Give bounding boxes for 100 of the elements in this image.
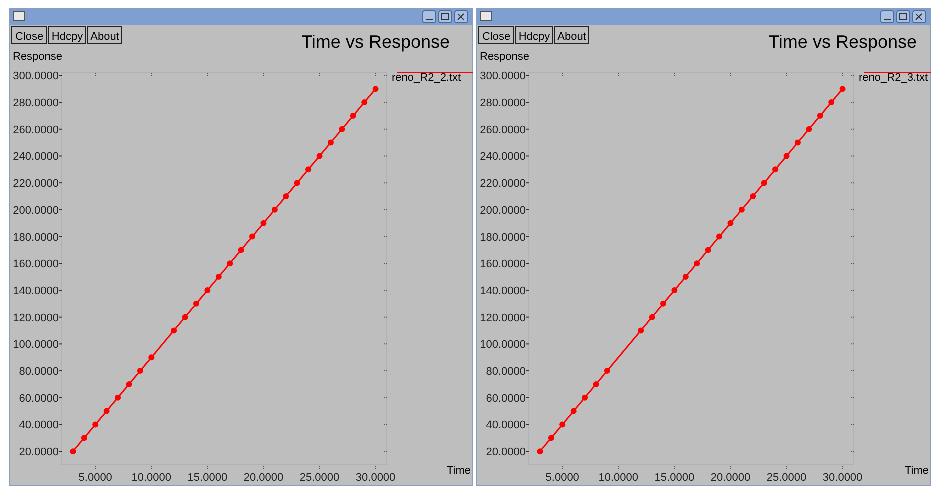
text: About: [90, 31, 120, 43]
x-tick-label: 5.0000: [546, 472, 580, 484]
point: [840, 86, 846, 92]
text: Close: [15, 31, 44, 43]
y-tick-label: 100.0000: [13, 339, 59, 352]
point: [104, 408, 110, 414]
y-tick-label: 220.0000: [13, 178, 59, 190]
y-tick-label: 280.0000: [13, 98, 59, 110]
point: [328, 140, 334, 146]
y-tick-label: 20.0000: [486, 446, 526, 459]
point: [728, 220, 734, 226]
point: [126, 381, 132, 388]
y-tick-label: 240.0000: [480, 151, 526, 164]
x-tick-label: 10.0000: [132, 472, 172, 484]
y-tick-label: 200.0000: [13, 204, 59, 217]
point: [772, 166, 779, 173]
point: [682, 274, 689, 280]
y-tick-label: 40.0000: [19, 420, 59, 432]
point: [604, 368, 610, 374]
point: [216, 274, 222, 280]
point: [92, 422, 99, 428]
y-axis-title: Response: [13, 51, 63, 63]
point: [81, 435, 88, 442]
x-tick-label: 5.0000: [78, 472, 112, 484]
point: [806, 126, 812, 132]
y-tick-label: 20.0000: [19, 446, 59, 459]
y-tick-label: 140.0000: [480, 285, 526, 298]
point: [750, 194, 756, 200]
x-tick-label: 20.0000: [710, 472, 751, 484]
y-tick-label: 100.0000: [480, 339, 526, 352]
point: [784, 153, 790, 160]
y-tick-label: 120.0000: [13, 312, 59, 324]
text: Hdcpy: [52, 31, 84, 43]
text: Hdcpy: [518, 31, 551, 43]
point: [238, 247, 244, 254]
y-tick-label: 160.0000: [480, 258, 526, 271]
point: [70, 448, 76, 455]
x-tick-label: 20.0000: [244, 472, 284, 484]
point: [660, 300, 666, 307]
x-axis-title: Time: [447, 465, 472, 477]
y-tick-label: 300.0000: [13, 70, 59, 83]
point: [372, 86, 379, 92]
y-tick-label: 220.0000: [480, 178, 526, 190]
y-tick-label: 260.0000: [480, 124, 526, 136]
point: [817, 112, 824, 119]
y-tick-label: 120.0000: [480, 312, 526, 324]
point: [272, 206, 278, 213]
y-tick-label: 180.0000: [480, 232, 526, 244]
y-axis-title: Response: [480, 51, 530, 63]
point: [828, 100, 835, 106]
point: [582, 394, 588, 401]
point: [794, 140, 801, 146]
point: [593, 381, 600, 388]
point: [705, 247, 712, 254]
point: [283, 194, 290, 200]
point: [694, 260, 700, 267]
point: [182, 314, 188, 320]
chart-title: Time vs Response: [302, 32, 450, 52]
point: [148, 354, 155, 361]
x-tick-label: 30.0000: [356, 472, 396, 484]
point: [716, 234, 723, 240]
y-tick-label: 80.0000: [19, 366, 59, 378]
point: [294, 180, 300, 186]
point: [204, 287, 211, 294]
x-tick-label: 30.0000: [822, 472, 863, 484]
x-tick-label: 15.0000: [188, 472, 228, 484]
point: [570, 408, 577, 414]
point: [560, 422, 566, 428]
x-tick-label: 10.0000: [598, 472, 639, 484]
chart-title: Time vs Response: [768, 32, 917, 52]
point: [362, 100, 368, 106]
y-tick-label: 260.0000: [13, 124, 59, 136]
text: About: [558, 31, 586, 43]
point: [350, 112, 356, 119]
point: [115, 394, 122, 401]
point: [260, 220, 267, 226]
y-tick-label: 160.0000: [13, 258, 59, 271]
y-tick-label: 280.0000: [480, 98, 526, 110]
y-tick-label: 40.0000: [486, 420, 526, 432]
point: [306, 166, 312, 173]
point: [738, 206, 745, 213]
x-tick-label: 25.0000: [300, 472, 340, 484]
x-axis-title: Time: [905, 465, 930, 477]
point: [548, 435, 554, 442]
y-tick-label: 300.0000: [480, 70, 526, 83]
point: [193, 300, 200, 307]
series-label: reno_R2_3.txt: [859, 72, 928, 84]
point: [171, 328, 178, 334]
point: [672, 287, 678, 294]
point: [316, 153, 323, 160]
point: [250, 234, 256, 240]
point: [227, 260, 234, 267]
x-tick-label: 25.0000: [766, 472, 807, 484]
point: [761, 180, 768, 186]
point: [339, 126, 346, 132]
point: [638, 328, 644, 334]
y-tick-label: 140.0000: [13, 285, 59, 298]
point: [649, 314, 656, 320]
y-tick-label: 60.0000: [19, 392, 59, 405]
point: [137, 368, 144, 374]
